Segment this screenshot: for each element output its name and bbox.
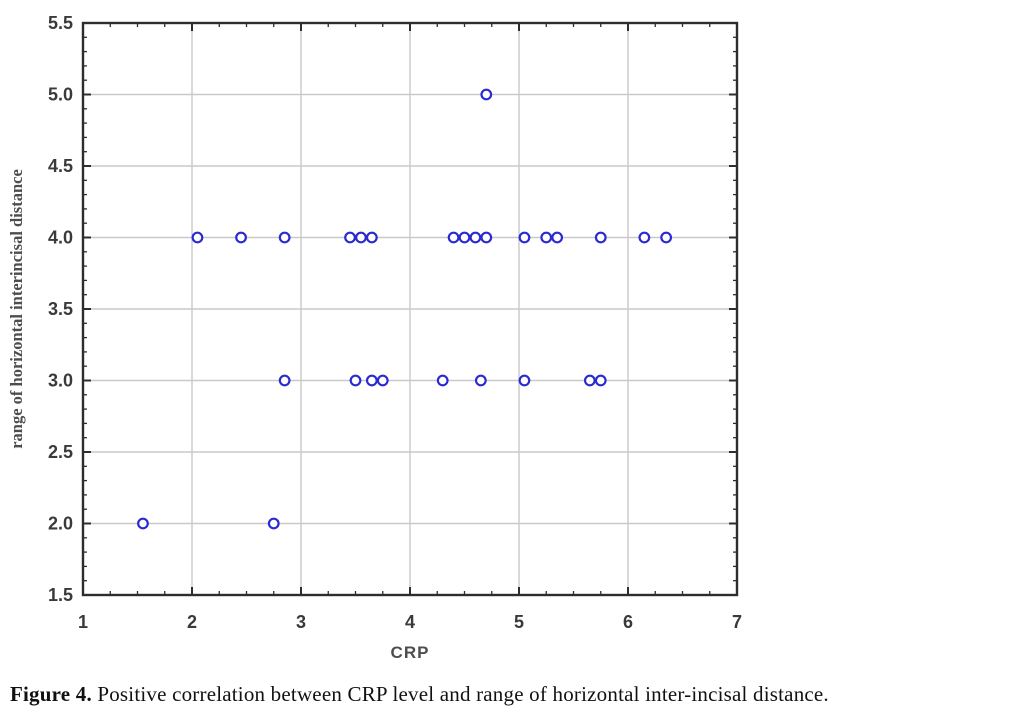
scatter-point [355,231,367,244]
y-tick-label: 1.5 [48,585,73,605]
scatter-point [540,231,553,244]
y-axis-title: range of horizontal interincisal distanc… [7,169,26,449]
scatter-point [660,231,673,244]
y-tick-label: 3.0 [48,371,73,391]
scatter-point [474,374,487,387]
x-tick-label: 4 [405,612,415,632]
scatter-point [344,231,356,244]
scatter-point [349,374,362,387]
scatter-point [518,231,531,244]
y-tick-label: 2.5 [48,442,73,462]
scatter-point [638,231,651,244]
y-tick-label: 3.5 [48,299,73,319]
scatter-point [436,374,449,387]
x-tick-label: 1 [78,612,88,632]
scatter-point [278,231,291,244]
scatter-point [447,231,460,244]
scatter-point [278,374,291,387]
x-tick-label: 2 [187,612,197,632]
scatter-point [551,231,564,244]
x-tick-label: 7 [732,612,742,632]
scatter-point [365,374,378,387]
y-tick-label: 4.0 [48,228,73,248]
scatter-plot: 1 2 3 4 5 6 7 1.5 2.0 2.5 3.0 3.5 4.0 4.5 5.0 5.5 CRP ran… [7,13,742,662]
y-tick-label: 4.5 [48,156,73,176]
scatter-point [583,374,596,387]
scatter-point [191,231,204,244]
scatter-point [480,231,493,244]
scatter-point [594,374,607,387]
scatter-point [458,231,471,244]
scatter-point [594,231,607,244]
figure-caption: Figure 4. Positive correlation between C… [10,682,1018,707]
y-tick-label: 5.5 [48,13,73,33]
x-tick-label: 6 [623,612,633,632]
scatter-point [235,231,247,244]
scatter-point [267,517,280,530]
scatter-point [469,231,482,244]
scatter-point [376,374,389,387]
x-tick-label: 5 [514,612,524,632]
y-tick-label: 2.0 [48,514,73,534]
figure-caption-text: Positive correlation between CRP level a… [91,682,829,706]
scatter-point [480,88,493,101]
x-axis-title: CRP [391,643,430,662]
x-tick-label: 3 [296,612,306,632]
figure-caption-label: Figure 4. [10,682,92,706]
y-tick-label: 5.0 [48,85,73,105]
scatter-point [137,517,149,530]
scatter-point [518,374,531,387]
scatter-point [365,231,378,244]
